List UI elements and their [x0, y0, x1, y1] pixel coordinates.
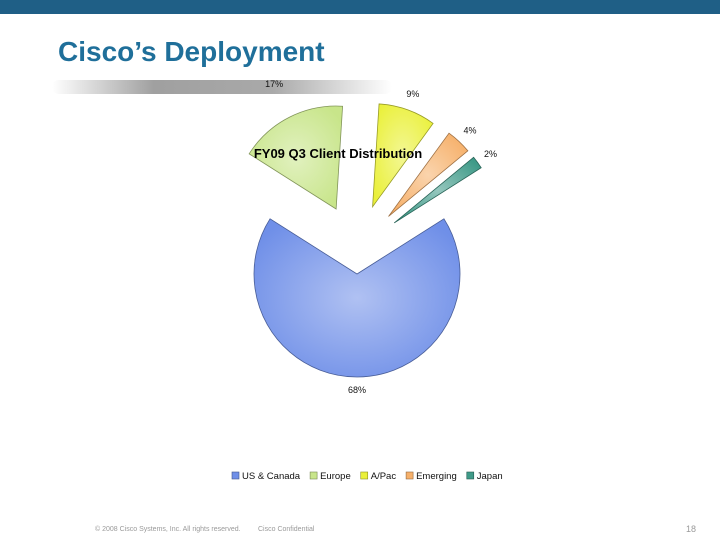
- legend-label-japan: Japan: [477, 471, 503, 482]
- legend-item-emerging: Emerging: [405, 471, 457, 482]
- legend-label-us-canada: US & Canada: [242, 471, 301, 482]
- legend-swatch-a-pac: [360, 471, 369, 480]
- page-number: 18: [686, 524, 697, 534]
- slice-label-europe: 17%: [265, 79, 283, 89]
- legend-label-a-pac: A/Pac: [371, 471, 397, 482]
- legend-item-europe: Europe: [309, 471, 351, 482]
- pie-slice-japan: [393, 156, 482, 224]
- legend-item-japan: Japan: [466, 471, 503, 482]
- slice-label-a-pac: 9%: [406, 89, 419, 99]
- legend-swatch-us-canada: [231, 471, 240, 480]
- chart-title: FY09 Q3 Client Distribution: [254, 146, 422, 161]
- title-underline: [52, 80, 392, 94]
- slice-label-us-canada: 68%: [348, 385, 366, 395]
- pie-slice-emerging: [388, 132, 469, 217]
- slide-title: Cisco’s Deployment: [58, 36, 325, 67]
- top-banner: [0, 0, 720, 14]
- legend-label-emerging: Emerging: [416, 471, 457, 482]
- pie-slice-a-pac: [372, 103, 434, 209]
- legend-swatch-emerging: [405, 471, 414, 480]
- slice-label-emerging: 4%: [463, 126, 476, 136]
- footer-copyright: © 2008 Cisco Systems, Inc. All rights re…: [95, 526, 241, 533]
- legend-item-a-pac: A/Pac: [360, 471, 397, 482]
- pie-slice-us-canada: [253, 218, 461, 378]
- legend-swatch-europe: [309, 471, 318, 480]
- legend-swatch-japan: [466, 471, 475, 480]
- chart-legend: US & Canada Europe A/Pac Emerging Japan: [231, 471, 503, 482]
- legend-label-europe: Europe: [320, 471, 351, 482]
- slice-label-japan: 2%: [484, 149, 497, 159]
- legend-item-us-canada: US & Canada: [231, 471, 301, 482]
- pie-slice-europe: [248, 105, 344, 210]
- footer-confidential: Cisco Confidential: [258, 526, 315, 533]
